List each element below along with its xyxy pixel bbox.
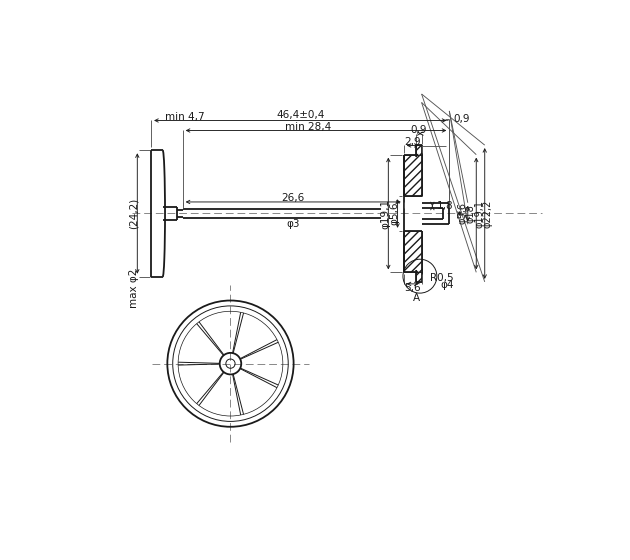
Text: φ18: φ18 (466, 204, 476, 223)
Text: φ22,2: φ22,2 (483, 199, 493, 228)
Text: φ19,1: φ19,1 (381, 198, 390, 228)
Text: 46,4±0,4: 46,4±0,4 (276, 110, 324, 120)
Text: 5,6: 5,6 (404, 283, 421, 293)
Text: φ5,6: φ5,6 (457, 203, 467, 225)
Text: 2,9: 2,9 (404, 137, 421, 147)
Text: 1,8: 1,8 (437, 201, 454, 211)
Text: max φ2: max φ2 (129, 268, 139, 308)
Text: 0,9: 0,9 (411, 125, 427, 135)
Text: 0,9: 0,9 (453, 114, 469, 124)
Text: φ19,1: φ19,1 (474, 199, 484, 227)
Text: 26,6: 26,6 (282, 193, 305, 203)
Text: A: A (413, 293, 420, 303)
Text: min 4,7: min 4,7 (165, 111, 205, 122)
Text: φ5,6: φ5,6 (389, 202, 399, 225)
Text: φ4: φ4 (440, 279, 454, 290)
Text: R0,5: R0,5 (430, 273, 454, 283)
Text: min 28,4: min 28,4 (285, 122, 331, 132)
Text: (24,2): (24,2) (129, 198, 139, 229)
Text: φ3: φ3 (287, 218, 300, 228)
